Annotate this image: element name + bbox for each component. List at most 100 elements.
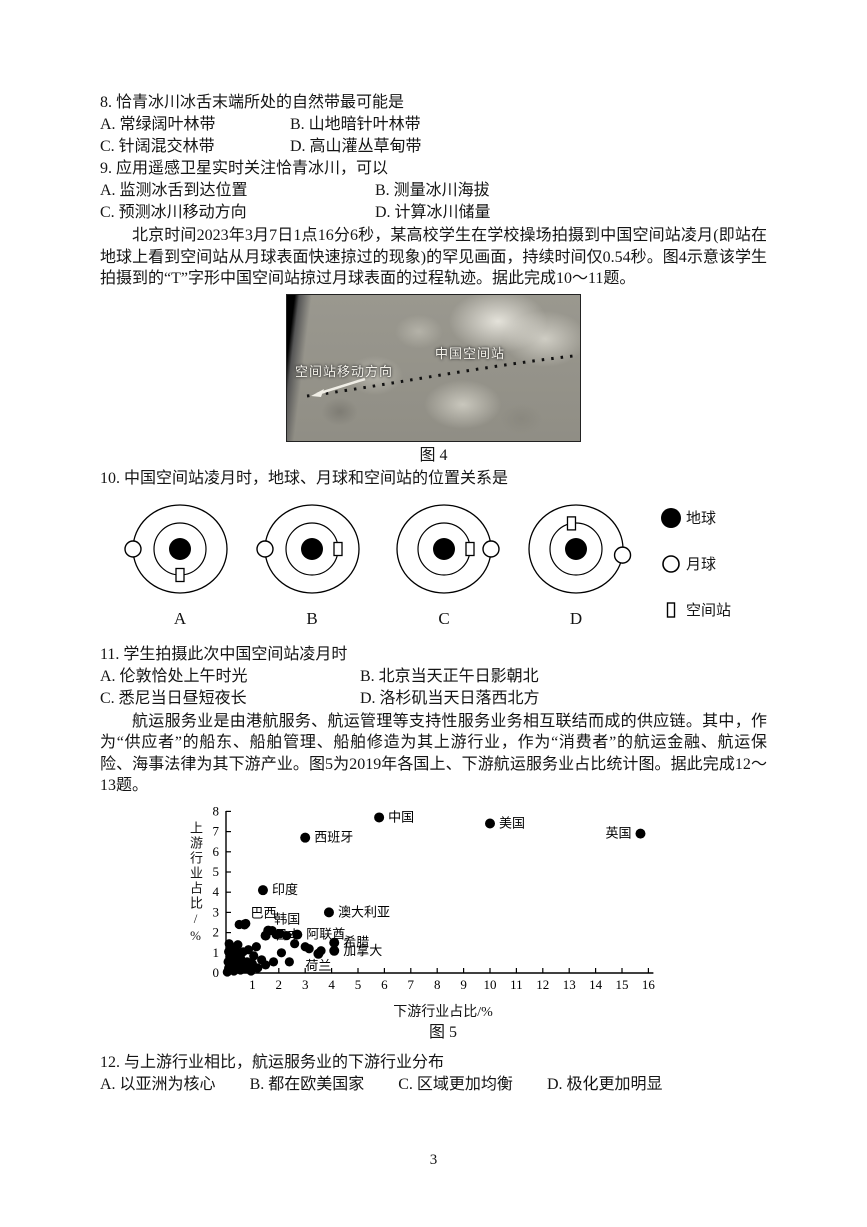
station-icon [666, 601, 676, 618]
orbit-diagram-d-figure [510, 498, 642, 609]
q8-option-a: A. 常绿阔叶林带 [100, 116, 216, 133]
passage-shipping-services: 航运服务业是由港航服务、航运管理等支持性服务业务相互联结而成的供应链。其中，作为… [100, 712, 767, 795]
svg-text:15: 15 [616, 977, 629, 992]
q9-stem: 9. 应用遥感卫星实时关注恰青冰川，可以 [100, 160, 389, 177]
page-number: 3 [429, 1152, 438, 1168]
q12-stem: 12. 与上游行业相比，航运服务业的下游行业分布 [100, 1053, 445, 1071]
svg-text:希腊: 希腊 [343, 934, 369, 949]
q8-stem: 8. 恰青冰川冰舌末端所处的自然带最可能是 [100, 94, 405, 111]
figure5-caption: 图 5 [428, 1023, 457, 1041]
moon-icon [662, 554, 680, 573]
svg-text:中国: 中国 [388, 809, 414, 824]
svg-text:5: 5 [213, 864, 220, 879]
q9-option-a: A. 监测冰舌到达位置 [100, 182, 248, 199]
q10-legend: 地球 月球 空间站 [660, 498, 731, 644]
figure4: 中国空间站 空间站移动方向 图 4 [286, 293, 581, 468]
svg-text:2: 2 [213, 924, 220, 939]
legend-moon: 月球 [660, 552, 731, 576]
direction-arrow [316, 377, 366, 395]
orbit-diagram-c: C [378, 498, 510, 629]
svg-text:14: 14 [589, 977, 603, 992]
q11-stem: 11. 学生拍摄此次中国空间站凌月时 [100, 645, 348, 663]
svg-text:11: 11 [510, 977, 523, 992]
legend-earth-label: 地球 [686, 511, 717, 527]
q8-option-d: D. 高山灌丛草甸带 [290, 138, 422, 155]
svg-text:巴西: 巴西 [250, 905, 276, 920]
svg-text:9: 9 [460, 977, 467, 992]
svg-text:加拿大: 加拿大 [343, 942, 382, 957]
svg-text:西班牙: 西班牙 [314, 829, 353, 844]
q12-options-row: A. 以亚洲为核心 B. 都在欧美国家 C. 区域更加均衡 D. 极化更加明显 [100, 1074, 767, 1096]
svg-text:荷兰: 荷兰 [305, 957, 331, 972]
exam-content: 8. 恰青冰川冰舌末端所处的自然带最可能是 A. 常绿阔叶林带 B. 山地暗针叶… [100, 92, 767, 1096]
svg-text:5: 5 [355, 977, 362, 992]
svg-text:澳大利亚: 澳大利亚 [338, 904, 390, 919]
passage-space-station: 北京时间2023年3月7日1点16分6秒，某高校学生在学校操场拍摄到中国空间站凌… [100, 227, 767, 287]
svg-text:12: 12 [536, 977, 549, 992]
legend-moon-label: 月球 [686, 557, 717, 573]
svg-text:0: 0 [213, 965, 220, 980]
svg-text:1: 1 [249, 977, 256, 992]
svg-text:英国: 英国 [605, 825, 631, 840]
q11-option-c: C. 悉尼当日昼短夜长 [100, 689, 247, 707]
q8-option-c: C. 针阔混交林带 [100, 138, 215, 155]
svg-text:3: 3 [302, 977, 309, 992]
q12-option-b: B. 都在欧美国家 [249, 1075, 365, 1093]
svg-text:韩国: 韩国 [274, 911, 300, 926]
orbit-diagram-d-label: D [569, 608, 583, 628]
q8-option-b: B. 山地暗针叶林带 [290, 116, 421, 133]
orbit-diagram-b-figure [246, 498, 378, 609]
earth-icon [661, 507, 681, 528]
svg-text:8: 8 [213, 803, 220, 818]
svg-text:7: 7 [408, 977, 415, 992]
moon-photo: 中国空间站 空间站移动方向 [286, 293, 581, 442]
station-label: 中国空间站 [435, 345, 506, 361]
svg-text:1: 1 [213, 944, 220, 959]
q10-stem: 10. 中国空间站凌月时，地球、月球和空间站的位置关系是 [100, 469, 509, 487]
svg-text:10: 10 [484, 977, 497, 992]
svg-text:6: 6 [213, 843, 220, 858]
q11-option-a: A. 伦敦恰处上午时光 [100, 667, 248, 685]
svg-text:2: 2 [276, 977, 283, 992]
q12-option-a: A. 以亚洲为核心 [100, 1075, 216, 1093]
svg-text:8: 8 [434, 977, 441, 992]
figure5-y-axis-label: 上游行业占比/% [188, 820, 203, 945]
figure5-x-axis-label: 下游行业占比/% [393, 1004, 493, 1020]
orbit-diagram-b: B [246, 498, 378, 629]
q11-options-row1: A. 伦敦恰处上午时光 B. 北京当天正午日影朝北 [100, 666, 767, 688]
q9-option-b: B. 测量冰川海拔 [375, 182, 490, 199]
svg-text:13: 13 [563, 977, 576, 992]
q11-options-row2: C. 悉尼当日昼短夜长 D. 洛杉矶当天日落西北方 [100, 688, 767, 710]
orbit-diagram-a: A [114, 498, 246, 629]
q8-options-row2: C. 针阔混交林带 D. 高山灌丛草甸带 [100, 136, 767, 158]
svg-text:6: 6 [381, 977, 388, 992]
direction-label: 空间站移动方向 [295, 363, 394, 379]
svg-text:3: 3 [213, 904, 220, 919]
svg-text:16: 16 [642, 977, 656, 992]
orbit-diagram-a-figure [114, 498, 246, 609]
legend-station: 空间站 [660, 598, 731, 622]
svg-text:7: 7 [213, 823, 220, 838]
q11-option-b: B. 北京当天正午日影朝北 [360, 667, 539, 685]
direction-arrowhead [311, 388, 324, 397]
svg-text:美国: 美国 [499, 815, 525, 830]
orbit-diagram-d: D [510, 498, 642, 629]
figure4-caption: 图 4 [419, 446, 448, 464]
q9-options-row2: C. 预测冰川移动方向 D. 计算冰川储量 [100, 202, 767, 224]
q9-option-d: D. 计算冰川储量 [375, 204, 491, 221]
q10-diagram-row: A B C D 地球 月球 [114, 498, 767, 644]
orbit-diagram-c-label: C [438, 608, 450, 628]
trajectory-overlay [306, 354, 574, 397]
q12-option-c: C. 区域更加均衡 [398, 1075, 513, 1093]
orbit-diagram-a-label: A [173, 608, 187, 628]
q12-option-d: D. 极化更加明显 [546, 1075, 663, 1093]
svg-text:4: 4 [213, 884, 220, 899]
orbit-diagram-b-label: B [306, 608, 318, 628]
legend-earth: 地球 [660, 506, 731, 530]
q9-options-row1: A. 监测冰舌到达位置 B. 测量冰川海拔 [100, 180, 767, 202]
legend-station-label: 空间站 [686, 603, 732, 619]
svg-text:阿联酋: 阿联酋 [306, 926, 345, 941]
orbit-diagram-c-figure [378, 498, 510, 609]
